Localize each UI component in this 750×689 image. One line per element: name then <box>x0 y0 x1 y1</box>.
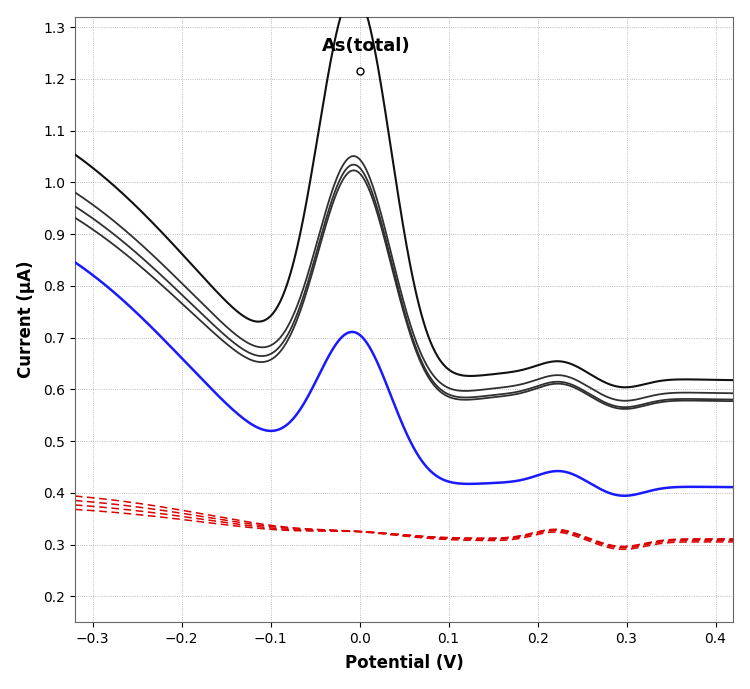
X-axis label: Potential (V): Potential (V) <box>345 655 464 672</box>
Y-axis label: Current (μA): Current (μA) <box>16 260 34 378</box>
Text: As(total): As(total) <box>322 37 411 56</box>
